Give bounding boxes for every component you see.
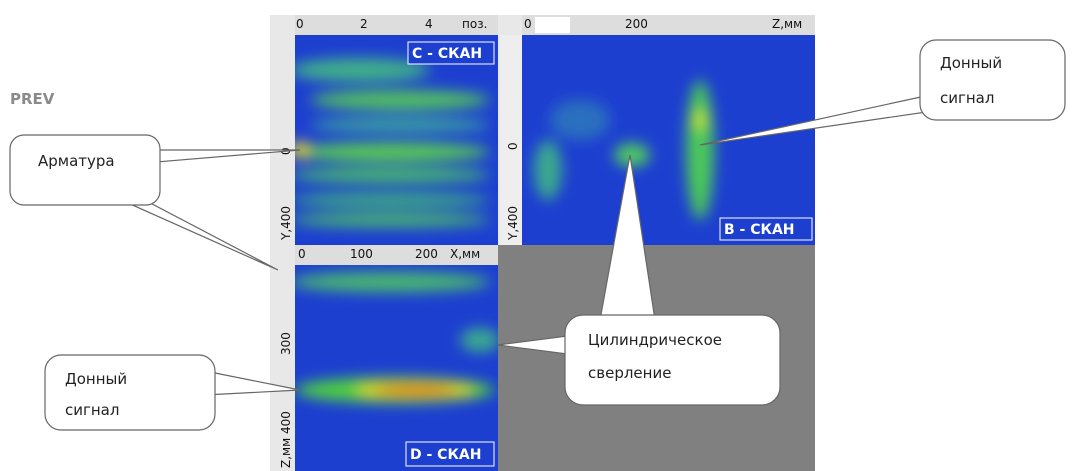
callout-text: Донный	[940, 54, 1002, 72]
axis-label: 0	[524, 17, 532, 31]
callout-text: Цилиндрическое	[588, 331, 722, 349]
axis-label: 0	[296, 17, 304, 31]
axis-label: 200	[625, 17, 648, 31]
axis-label: поз.	[462, 17, 487, 31]
axis-label: Y,400	[279, 206, 293, 241]
callout: Донный сигнал	[45, 355, 300, 430]
callout-text: сверление	[588, 364, 671, 382]
callout-text: сигнал	[65, 401, 119, 419]
axis-label: 200	[415, 247, 438, 261]
axis-label: Z,мм 400	[279, 411, 293, 468]
axis-label: X,мм	[450, 247, 480, 261]
prev-button[interactable]: PREV	[10, 90, 55, 108]
axis-label: 2	[360, 17, 368, 31]
axis-label: Z,мм	[772, 17, 802, 31]
d-scan: 0 100 200 X,мм 300 Z,мм 400 D - СКАН	[279, 245, 500, 471]
axis-label: 4	[425, 17, 433, 31]
figure: PREV 0 2 4 поз. 0 Y,400 C - СКАН	[0, 0, 1080, 471]
axis-label: 300	[279, 332, 293, 355]
scan-label: D - СКАН	[410, 447, 481, 463]
c-scan: 0 2 4 поз. 0 Y,400 C - СКАН	[279, 15, 498, 245]
callout-text: Арматура	[38, 152, 115, 170]
axis-label: 100	[350, 247, 373, 261]
axis-label: 0	[506, 142, 520, 150]
axis-label: Y,400	[506, 206, 520, 241]
axis-label: 0	[298, 247, 306, 261]
scan-label: C - СКАН	[412, 46, 482, 62]
callout-text: сигнал	[940, 89, 994, 107]
callout: Арматура	[10, 135, 300, 270]
callout-text: Донный	[65, 370, 127, 388]
scan-label: B - СКАН	[724, 222, 795, 238]
